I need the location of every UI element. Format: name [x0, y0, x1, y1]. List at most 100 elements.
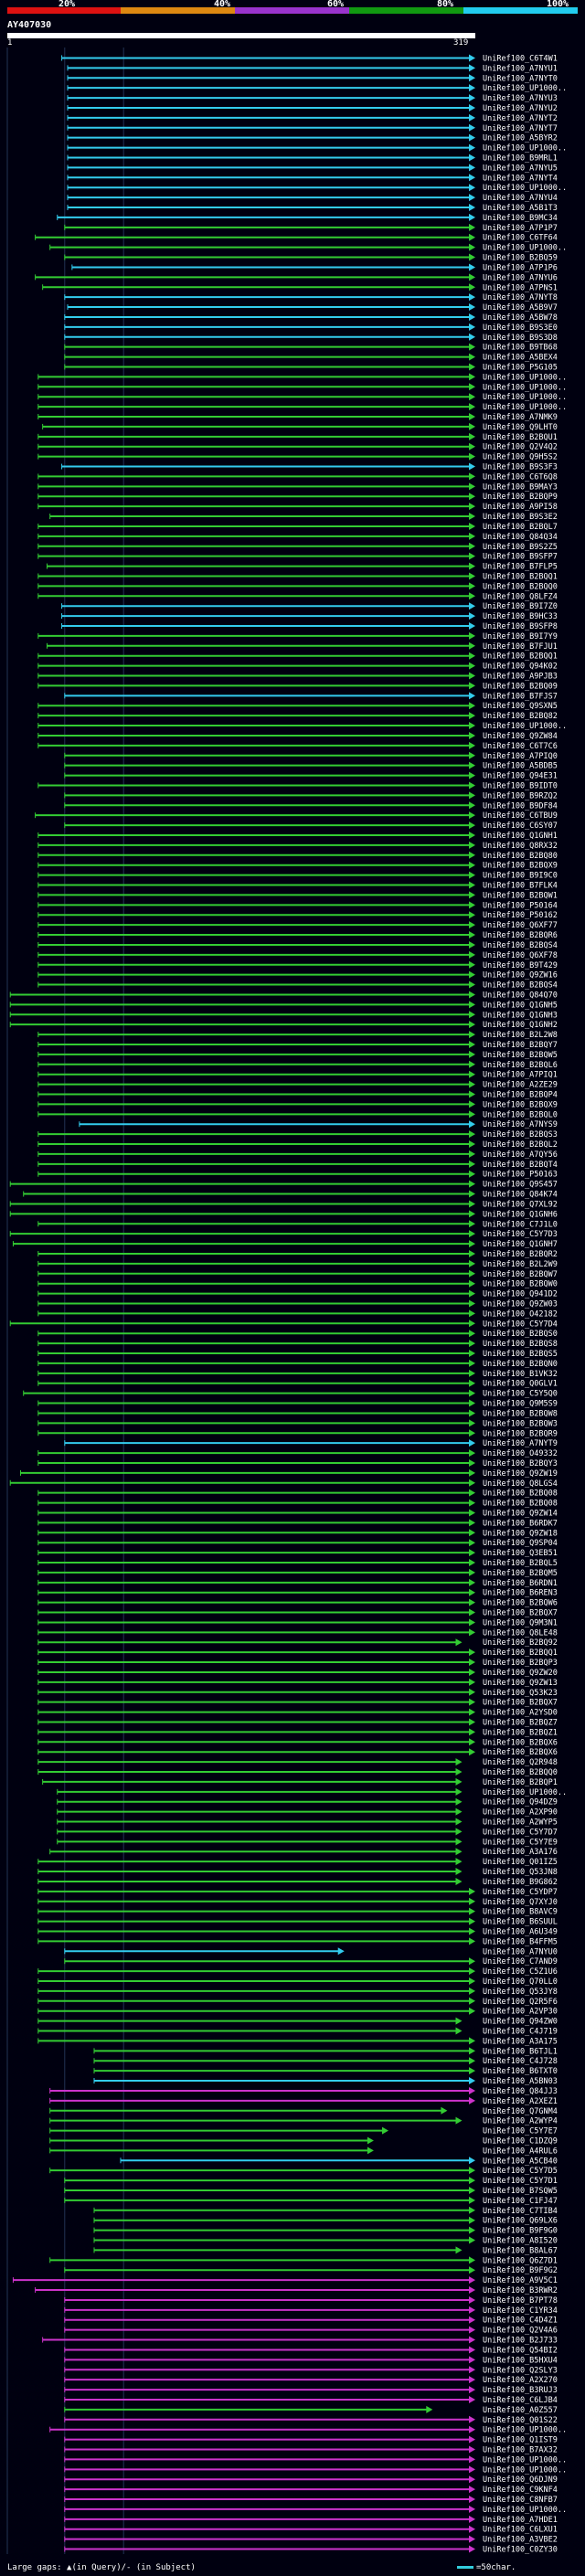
hit-row[interactable]: UniRef100_Q0GLV1 — [37, 1379, 558, 1389]
hit-label[interactable]: UniRef100_A7NYT2 — [483, 114, 558, 123]
hit-row[interactable]: UniRef100_B9SFP7 — [37, 552, 558, 562]
hit-label[interactable]: UniRef100_C5Y7D5 — [483, 2167, 558, 2176]
hit-row[interactable]: UniRef100_O49332 — [37, 1449, 558, 1458]
hit-row[interactable]: UniRef100_B5HXU4 — [64, 2356, 558, 2365]
hit-label[interactable]: UniRef100_Q1GNH5 — [483, 1001, 558, 1010]
hit-label[interactable]: UniRef100_C7AND9 — [483, 1957, 558, 1966]
hit-label[interactable]: UniRef100_A5BYR2 — [483, 134, 558, 143]
hit-label[interactable]: UniRef100_B2BQS8 — [483, 1340, 558, 1349]
hit-label[interactable]: UniRef100_B9I9C0 — [483, 872, 558, 881]
hit-label[interactable]: UniRef100_B2BQP1 — [483, 1778, 558, 1787]
hit-row[interactable]: UniRef100_UP1000.. — [67, 184, 567, 193]
hit-row[interactable]: UniRef100_C5YDP7 — [37, 1887, 558, 1897]
hit-row[interactable]: UniRef100_C7TIB4 — [93, 2206, 558, 2216]
hit-label[interactable]: UniRef100_Q84K74 — [483, 1191, 558, 1200]
hit-row[interactable]: UniRef100_A5CB40 — [120, 2157, 558, 2166]
hit-label[interactable]: UniRef100_Q7XL92 — [483, 1200, 558, 1209]
hit-label[interactable]: UniRef100_Q70LL0 — [483, 1977, 558, 1987]
hit-row[interactable]: UniRef100_C9KNF4 — [64, 2486, 558, 2495]
hit-label[interactable]: UniRef100_B2BQW3 — [483, 1419, 558, 1428]
hit-row[interactable]: UniRef100_B2BQL0 — [37, 1110, 558, 1119]
hit-label[interactable]: UniRef100_C6T4W1 — [483, 54, 558, 63]
hit-label[interactable]: UniRef100_C7TIB4 — [483, 2207, 558, 2216]
hit-row[interactable]: UniRef100_Q2V4A6 — [64, 2326, 558, 2336]
hit-row[interactable]: UniRef100_C6T4W1 — [61, 54, 558, 63]
hit-label[interactable]: UniRef100_A7NYU4 — [483, 194, 558, 203]
hit-row[interactable]: UniRef100_Q6XF77 — [37, 921, 558, 930]
hit-label[interactable]: UniRef100_Q1GNH2 — [483, 1021, 558, 1030]
hit-row[interactable]: UniRef100_UP1000.. — [37, 373, 567, 382]
hit-row[interactable]: UniRef100_A7NYT7 — [67, 123, 558, 133]
hit-label[interactable]: UniRef100_Q94DZ9 — [483, 1798, 558, 1807]
hit-row[interactable]: UniRef100_B9I7Y9 — [37, 631, 558, 641]
hit-row[interactable]: UniRef100_Q8LE48 — [37, 1628, 558, 1638]
hit-label[interactable]: UniRef100_B2BQL2 — [483, 1140, 558, 1150]
hit-row[interactable]: UniRef100_A2WYP4 — [49, 2116, 558, 2126]
hit-row[interactable]: UniRef100_C1DZQ9 — [49, 2136, 558, 2146]
hit-row[interactable]: UniRef100_A7NYT0 — [67, 74, 558, 83]
hit-label[interactable]: UniRef100_B9MAY3 — [483, 482, 558, 492]
hit-row[interactable]: UniRef100_B2BQL2 — [37, 1140, 558, 1150]
hit-row[interactable]: UniRef100_B9DF84 — [64, 801, 558, 811]
hit-row[interactable]: UniRef100_B2BQU1 — [37, 432, 558, 442]
hit-label[interactable]: UniRef100_Q9ZW13 — [483, 1679, 558, 1688]
hit-label[interactable]: UniRef100_A2WYP5 — [483, 1818, 558, 1828]
hit-label[interactable]: UniRef100_A7NYT4 — [483, 174, 558, 183]
hit-row[interactable]: UniRef100_B9MRL1 — [67, 154, 558, 163]
hit-label[interactable]: UniRef100_Q54BI2 — [483, 2346, 558, 2355]
hit-label[interactable]: UniRef100_Q0GLV1 — [483, 1380, 558, 1389]
hit-row[interactable]: UniRef100_B7FLP5 — [46, 562, 558, 572]
hit-label[interactable]: UniRef100_C1YR34 — [483, 2306, 558, 2316]
hit-row[interactable]: UniRef100_C5Y5Q0 — [23, 1389, 558, 1399]
hit-row[interactable]: UniRef100_B7FJS7 — [64, 692, 558, 701]
hit-row[interactable]: UniRef100_B8AL67 — [93, 2246, 558, 2255]
hit-row[interactable]: UniRef100_Q6XF78 — [37, 950, 558, 960]
hit-row[interactable]: UniRef100_A7QY56 — [37, 1150, 558, 1160]
hit-row[interactable]: UniRef100_Q9ZW14 — [37, 1509, 558, 1518]
hit-row[interactable]: UniRef100_B2BQ08 — [37, 1499, 558, 1509]
hit-row[interactable]: UniRef100_C0ZY30 — [64, 2545, 558, 2555]
hit-row[interactable]: UniRef100_A7NYT4 — [67, 174, 558, 183]
hit-label[interactable]: UniRef100_A2YSD0 — [483, 1709, 558, 1718]
hit-label[interactable]: UniRef100_Q9ZW18 — [483, 1529, 558, 1538]
hit-label[interactable]: UniRef100_B9S2Z5 — [483, 543, 558, 552]
hit-row[interactable]: UniRef100_A5BW78 — [64, 313, 558, 323]
hit-row[interactable]: UniRef100_B2BQX7 — [37, 1608, 558, 1618]
hit-label[interactable]: UniRef100_Q1IST9 — [483, 2436, 558, 2445]
hit-label[interactable]: UniRef100_B2BQQ0 — [483, 1768, 558, 1777]
hit-label[interactable]: UniRef100_Q6XF78 — [483, 951, 558, 960]
hit-row[interactable]: UniRef100_Q9ZW13 — [37, 1678, 558, 1688]
hit-label[interactable]: UniRef100_B2BQL5 — [483, 1559, 558, 1568]
hit-row[interactable]: UniRef100_B2BQ09 — [37, 682, 558, 691]
hit-row[interactable]: UniRef100_UP1000.. — [37, 722, 567, 731]
hit-label[interactable]: UniRef100_B2BQR9 — [483, 1429, 558, 1438]
hit-label[interactable]: UniRef100_A5BDB5 — [483, 762, 558, 771]
hit-row[interactable]: UniRef100_B2BQS4 — [37, 981, 558, 991]
hit-label[interactable]: UniRef100_A7NMK9 — [483, 413, 558, 422]
hit-row[interactable]: UniRef100_B6RDN1 — [37, 1578, 558, 1588]
hit-row[interactable]: UniRef100_Q9ZW84 — [37, 731, 558, 741]
hit-label[interactable]: UniRef100_C4D4Z1 — [483, 2316, 558, 2326]
hit-row[interactable]: UniRef100_UP1000.. — [64, 2455, 567, 2465]
hit-row[interactable]: UniRef100_Q53JY8 — [37, 1987, 558, 1997]
hit-label[interactable]: UniRef100_Q6XF77 — [483, 921, 558, 930]
hit-row[interactable]: UniRef100_A5BDB5 — [64, 761, 558, 771]
hit-label[interactable]: UniRef100_P50162 — [483, 911, 558, 920]
hit-row[interactable]: UniRef100_B2BQT4 — [37, 1160, 558, 1170]
hit-label[interactable]: UniRef100_Q94K02 — [483, 663, 558, 672]
hit-label[interactable]: UniRef100_A7PIQ0 — [483, 752, 558, 761]
hit-row[interactable]: UniRef100_B2BQM5 — [37, 1568, 558, 1578]
hit-row[interactable]: UniRef100_Q8LGS4 — [9, 1479, 558, 1489]
hit-label[interactable]: UniRef100_B2BQW8 — [483, 1409, 558, 1418]
hit-row[interactable]: UniRef100_P50162 — [37, 911, 558, 920]
hit-label[interactable]: UniRef100_C5Y7D3 — [483, 1230, 558, 1239]
hit-row[interactable]: UniRef100_C5Y7D3 — [9, 1230, 558, 1239]
hit-row[interactable]: UniRef100_B3RUJ3 — [64, 2386, 558, 2395]
hit-label[interactable]: UniRef100_A4RUL6 — [483, 2147, 558, 2156]
hit-row[interactable]: UniRef100_A7NYU3 — [67, 94, 558, 103]
hit-label[interactable]: UniRef100_Q84Q34 — [483, 533, 558, 542]
hit-row[interactable]: UniRef100_A9V5C1 — [12, 2276, 558, 2285]
hit-label[interactable]: UniRef100_O42182 — [483, 1309, 558, 1319]
hit-row[interactable]: UniRef100_C6LXU1 — [64, 2525, 558, 2535]
hit-label[interactable]: UniRef100_A5BW78 — [483, 313, 558, 323]
